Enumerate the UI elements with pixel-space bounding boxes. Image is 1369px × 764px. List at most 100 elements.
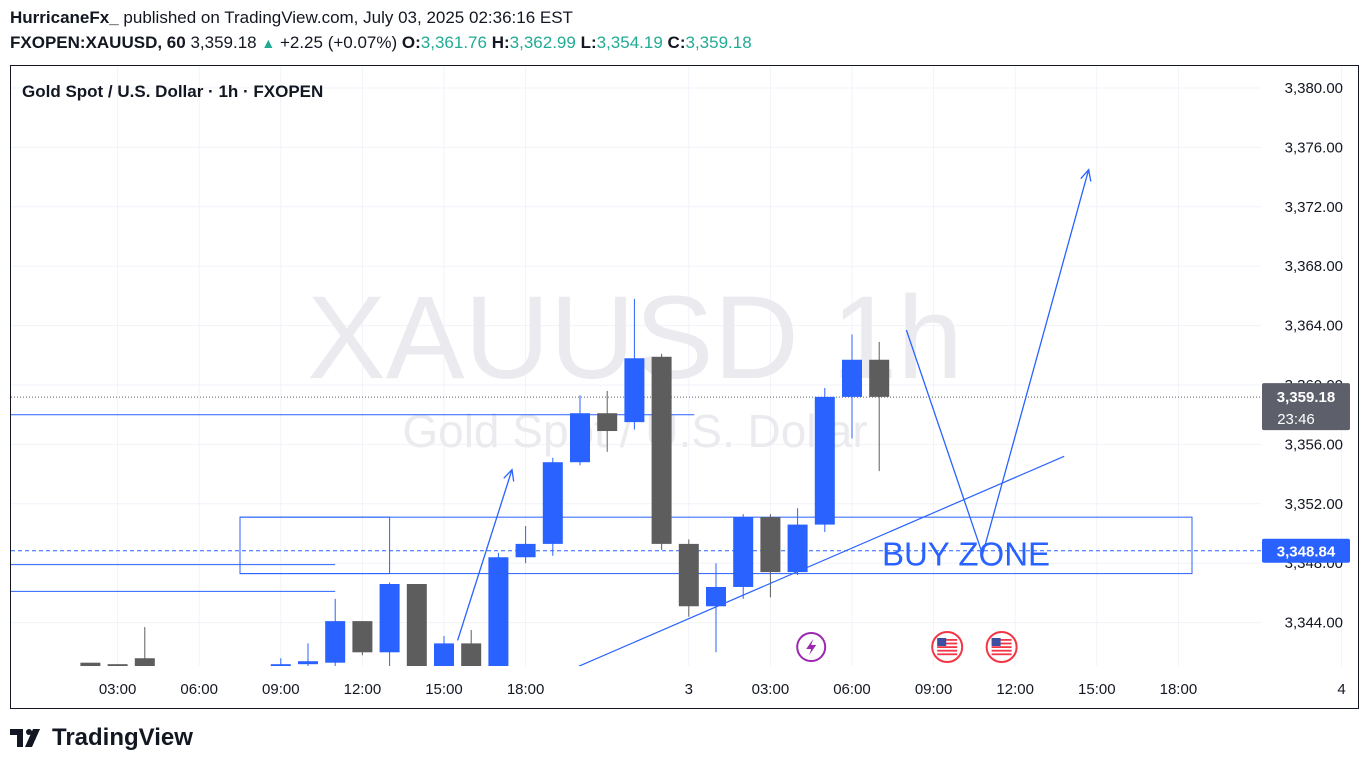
candle-body	[298, 661, 318, 665]
small-arrow-head-icon	[503, 468, 515, 482]
ohlc-bar: FXOPEN:XAUUSD, 60 3,359.18 ▲ +2.25 (+0.0…	[10, 33, 752, 53]
candle-body	[488, 557, 509, 666]
price-axis: 3,380.00 3,376.00 3,372.00 3,368.00 3,364.00…	[1262, 80, 1350, 632]
bearish-candle	[134, 627, 155, 666]
flag-stripe	[991, 649, 1012, 652]
bearish-candle	[107, 664, 128, 666]
chart-frame	[10, 65, 1359, 709]
candle-body	[379, 583, 400, 653]
price-tick-label: 3,380.00	[1285, 80, 1343, 97]
low-value: 3,354.19	[596, 33, 663, 52]
candle-body	[515, 543, 536, 558]
us-flag-event-icon	[985, 631, 1018, 663]
candle-body	[107, 664, 128, 666]
candle-body	[80, 662, 101, 666]
candle-body	[325, 621, 346, 663]
candle-body	[842, 359, 862, 397]
author-name[interactable]: HurricaneFx_	[10, 8, 119, 27]
chart-title: Gold Spot / U.S. Dollar · 1h · FXOPEN	[22, 82, 323, 101]
bullish-candle	[515, 526, 536, 564]
low-label: L:	[580, 33, 597, 52]
candle-body	[869, 359, 890, 397]
lightning-event-icon	[796, 632, 827, 662]
time-tick-label: 18:00	[507, 681, 545, 698]
price-tick-label: 3,372.00	[1285, 199, 1343, 216]
flag-stripe	[937, 653, 958, 656]
candle-body	[270, 664, 291, 666]
price-tick-label: 3,352.00	[1285, 496, 1343, 513]
time-tick-label: 09:00	[262, 681, 300, 698]
candle-body	[461, 643, 482, 666]
last-price: 3,359.18	[190, 33, 257, 52]
bullish-candle	[298, 643, 318, 666]
time-tick-label: 3	[685, 681, 693, 698]
candle-body	[134, 658, 155, 666]
bullish-candle	[733, 514, 754, 599]
publish-info: HurricaneFx_ published on TradingView.co…	[10, 8, 573, 28]
us-flag-event-icon	[931, 631, 964, 663]
candle-body	[678, 543, 699, 607]
price-tick-label: 3,356.00	[1285, 436, 1343, 453]
price-tick-label: 3,364.00	[1285, 318, 1343, 335]
candle-body	[624, 358, 645, 423]
close-label: C:	[667, 33, 686, 52]
bullish-candle	[270, 658, 291, 666]
bullish-candle	[434, 635, 454, 666]
flag-canton	[991, 638, 1001, 646]
candle-body	[814, 396, 835, 525]
candle-body	[570, 413, 590, 463]
bearish-candle	[678, 539, 699, 617]
open-label: O:	[401, 33, 421, 52]
flag-stripe	[991, 639, 1012, 641]
time-axis: 03:00 06:00 09:00 12:00 15:00 18:00 3 03:00 06:0…	[99, 681, 1346, 698]
zone-price-badge-value: 3,348.84	[1277, 544, 1336, 561]
bearish-candle	[80, 662, 101, 666]
bullish-candle	[842, 334, 862, 439]
candle-body	[733, 517, 754, 587]
bullish-candle	[542, 457, 563, 556]
candle-body	[706, 586, 726, 607]
bearish-candle	[597, 390, 618, 452]
flag-stripe	[937, 642, 958, 645]
time-tick-label: 18:00	[1160, 681, 1198, 698]
bullish-candle	[488, 552, 509, 666]
bullish-candle	[379, 582, 400, 666]
flag-stripe	[937, 639, 958, 641]
tradingview-footer[interactable]: TradingView	[10, 724, 193, 752]
tradingview-logo-icon	[10, 729, 40, 747]
symbol-label: FXOPEN:XAUUSD, 60	[10, 33, 186, 52]
candle-body	[787, 524, 808, 573]
candle-body	[406, 583, 427, 666]
candle-body	[597, 413, 618, 432]
high-value: 3,362.99	[509, 33, 576, 52]
bullish-candle	[624, 298, 645, 430]
bullish-candle	[787, 508, 808, 576]
last-price-badge	[1262, 383, 1350, 431]
last-price-badge-value: 3,359.18	[1277, 389, 1335, 406]
bearish-candle	[461, 630, 482, 666]
bullish-candle	[570, 395, 590, 466]
flag-stripe	[937, 646, 958, 648]
time-tick-label: 12:00	[996, 681, 1034, 698]
time-tick-label: 15:00	[425, 681, 463, 698]
candle-body	[434, 643, 454, 666]
time-tick-label: 4	[1337, 681, 1345, 698]
time-tick-label: 15:00	[1078, 681, 1116, 698]
zone-price-badge	[1262, 538, 1350, 563]
bearish-candle	[406, 583, 427, 666]
time-tick-label: 12:00	[344, 681, 382, 698]
price-tick-label: 3,376.00	[1285, 139, 1343, 156]
time-tick-label: 09:00	[915, 681, 953, 698]
time-tick-label: 06:00	[180, 681, 218, 698]
countdown-value: 23:46	[1277, 411, 1315, 428]
time-tick-label: 06:00	[833, 681, 871, 698]
projection-path	[905, 169, 1090, 557]
time-tick-label: 03:00	[99, 681, 137, 698]
price-change: +2.25 (+0.07%)	[279, 33, 398, 52]
flag-stripe	[991, 653, 1012, 656]
price-tick-label: 3,368.00	[1285, 258, 1343, 275]
bullish-candle	[325, 598, 346, 666]
left-zone-box	[239, 516, 391, 575]
flag-stripe	[991, 646, 1012, 648]
